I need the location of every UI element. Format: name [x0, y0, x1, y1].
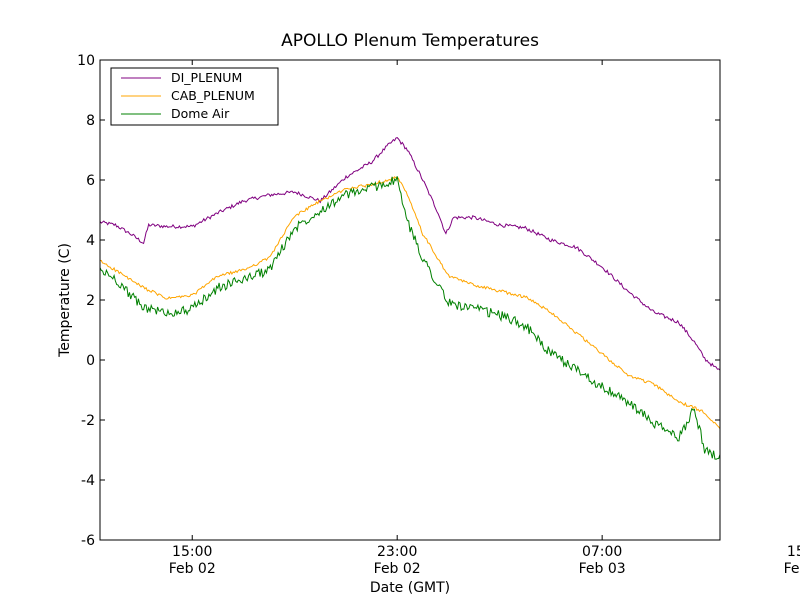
y-tick-label: 2: [86, 293, 95, 309]
x-tick-label-time: 07:00: [582, 544, 622, 560]
y-tick-label: 0: [86, 353, 95, 369]
chart-title: APOLLO Plenum Temperatures: [281, 31, 539, 51]
x-tick-label-date: Feb 02: [169, 561, 216, 577]
y-axis-label: Temperature (C): [57, 243, 73, 358]
x-tick-label-date: Feb 03: [784, 561, 800, 577]
series-line-cab-plenum: [100, 176, 720, 430]
series-layer: [100, 137, 720, 460]
legend-label: Dome Air: [171, 106, 230, 121]
y-tick-label: -4: [81, 473, 95, 489]
y-tick-label: -6: [81, 533, 95, 549]
y-tick-label: 6: [86, 173, 95, 189]
legend-label: CAB_PLENUM: [171, 88, 255, 103]
plot-frame: [99, 59, 721, 541]
y-tick-label: 4: [86, 233, 95, 249]
series-line-di-plenum: [100, 137, 720, 372]
legend: DI_PLENUM CAB_PLENUM Dome Air: [110, 67, 279, 126]
y-tick-label: -2: [81, 413, 95, 429]
x-axis-label: Date (GMT): [370, 580, 450, 596]
y-tick-label: 10: [77, 53, 95, 69]
x-tick-label-time: 15:00: [787, 544, 800, 560]
legend-label: DI_PLENUM: [171, 70, 242, 85]
y-tick-label: 8: [86, 113, 95, 129]
x-tick-label-date: Feb 02: [374, 561, 421, 577]
x-tick-label-time: 23:00: [377, 544, 417, 560]
x-tick-label-date: Feb 03: [579, 561, 626, 577]
series-line-dome-air: [100, 176, 720, 460]
x-tick-label-time: 15:00: [172, 544, 212, 560]
